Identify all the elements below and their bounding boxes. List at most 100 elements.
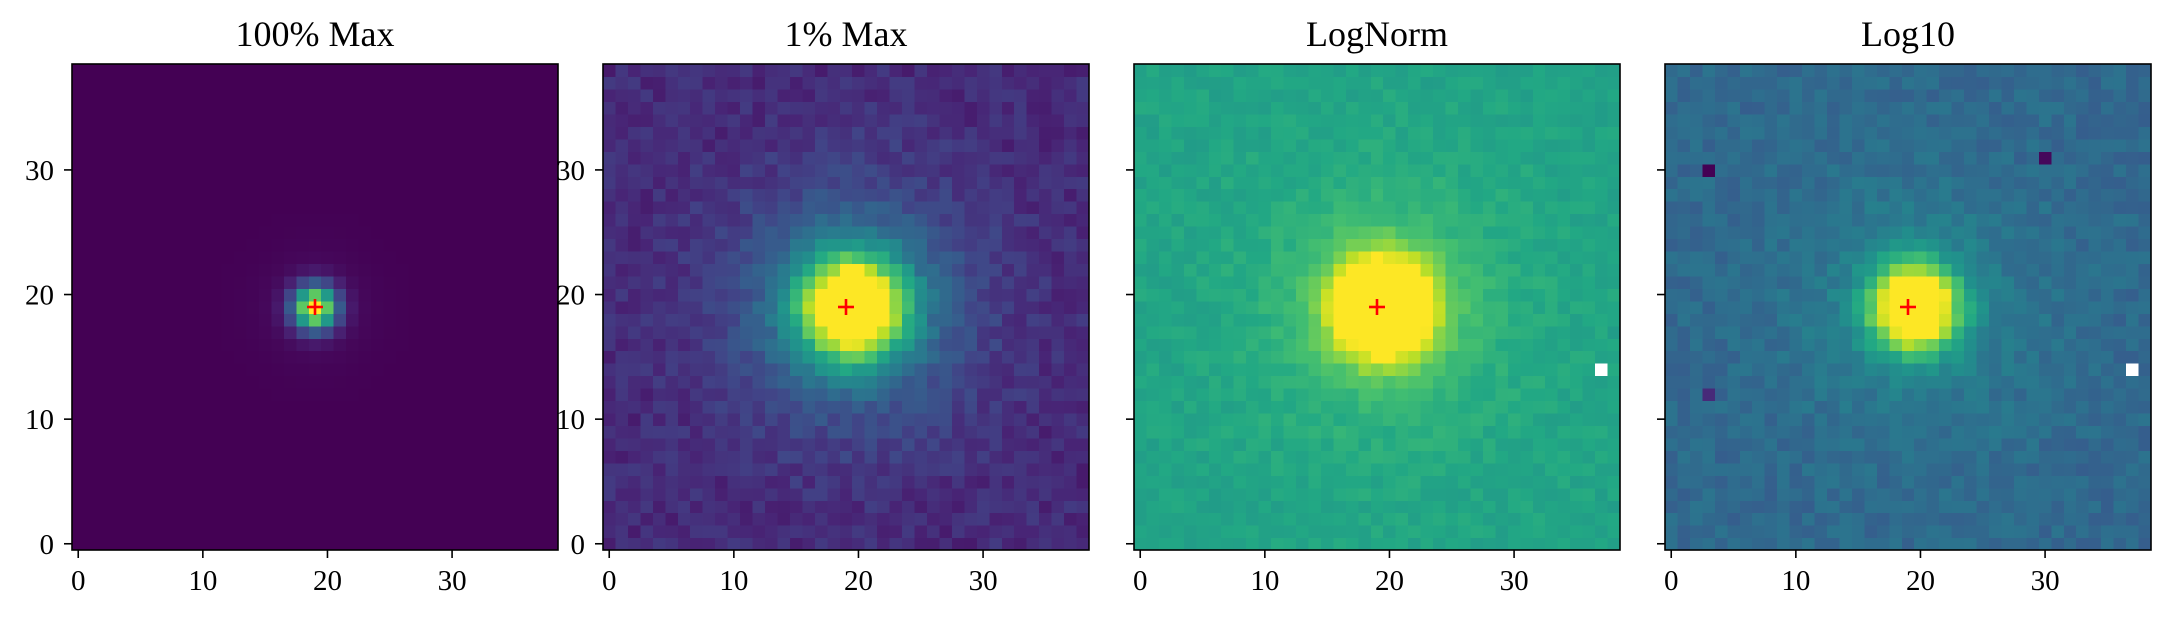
heatmap-pixel <box>1014 487 1028 501</box>
heatmap-pixel <box>2038 525 2052 539</box>
heatmap-pixel <box>976 500 990 514</box>
heatmap-pixel <box>989 450 1003 464</box>
heatmap-pixel <box>346 88 360 102</box>
heatmap-pixel <box>1395 375 1409 389</box>
heatmap-pixel <box>989 163 1003 177</box>
heatmap-pixel <box>196 275 210 289</box>
heatmap-pixel <box>1039 101 1053 115</box>
heatmap-pixel <box>864 437 878 451</box>
heatmap-pixel <box>839 400 853 414</box>
heatmap-pixel <box>109 537 123 551</box>
heatmap-pixel <box>1196 425 1210 439</box>
heatmap-pixel <box>1271 263 1285 277</box>
heatmap-pixel <box>1445 176 1459 190</box>
heatmap-pixel <box>1532 500 1546 514</box>
heatmap-pixel <box>308 412 322 426</box>
heatmap-pixel <box>1014 163 1028 177</box>
heatmap-pixel <box>1520 525 1534 539</box>
heatmap-pixel <box>296 201 310 215</box>
heatmap-pixel <box>777 288 791 302</box>
heatmap-pixel <box>765 275 779 289</box>
heatmap-pixel <box>1532 288 1546 302</box>
heatmap-pixel <box>1001 350 1015 364</box>
heatmap-pixel <box>1171 475 1185 489</box>
heatmap-pixel <box>333 238 347 252</box>
heatmap-pixel <box>1408 113 1422 127</box>
heatmap-pixel <box>171 64 185 78</box>
heatmap-pixel <box>1308 288 1322 302</box>
heatmap-pixel <box>483 113 497 127</box>
heatmap-pixel <box>1146 300 1160 314</box>
heatmap-pixel <box>864 263 878 277</box>
heatmap-pixel <box>1358 188 1372 202</box>
heatmap-pixel <box>1308 263 1322 277</box>
heatmap-pixel <box>333 88 347 102</box>
heatmap-pixel <box>1246 238 1260 252</box>
heatmap-pixel <box>1665 475 1679 489</box>
heatmap-pixel <box>470 64 484 78</box>
heatmap-pixel <box>1026 363 1040 377</box>
heatmap-pixel <box>520 151 534 165</box>
heatmap-pixel <box>1320 537 1334 551</box>
heatmap-pixel <box>1939 450 1953 464</box>
heatmap-pixel <box>1595 338 1609 352</box>
heatmap-pixel <box>765 138 779 152</box>
heatmap-pixel <box>171 525 185 539</box>
heatmap-pixel <box>458 275 472 289</box>
heatmap-pixel <box>976 101 990 115</box>
heatmap-pixel <box>976 188 990 202</box>
heatmap-pixel <box>1076 250 1090 264</box>
heatmap-pixel <box>1395 138 1409 152</box>
heatmap-pixel <box>383 151 397 165</box>
heatmap-pixel <box>371 363 385 377</box>
heatmap-pixel <box>1433 238 1447 252</box>
heatmap-pixel <box>1196 226 1210 240</box>
heatmap-pixel <box>121 176 135 190</box>
heatmap-pixel <box>1051 113 1065 127</box>
heatmap-pixel <box>627 400 641 414</box>
heatmap-pixel <box>1026 487 1040 501</box>
heatmap-pixel <box>508 76 522 90</box>
heatmap-pixel <box>1296 400 1310 414</box>
heatmap-pixel <box>271 226 285 240</box>
heatmap-pixel <box>533 412 547 426</box>
heatmap-pixel <box>1383 113 1397 127</box>
heatmap-pixel <box>333 363 347 377</box>
heatmap-pixel <box>877 213 891 227</box>
heatmap-pixel <box>2001 500 2015 514</box>
heatmap-pixel <box>1482 400 1496 414</box>
heatmap-pixel <box>1233 525 1247 539</box>
heatmap-pixel <box>1752 425 1766 439</box>
heatmap-pixel <box>1246 250 1260 264</box>
heatmap-pixel <box>1283 450 1297 464</box>
heatmap-pixel <box>1283 400 1297 414</box>
heatmap-pixel <box>308 113 322 127</box>
heatmap-pixel <box>665 126 679 140</box>
heatmap-pixel <box>545 437 559 451</box>
heatmap-pixel <box>1233 487 1247 501</box>
heatmap-pixel <box>640 512 654 526</box>
heatmap-pixel <box>1026 64 1040 78</box>
heatmap-pixel <box>109 138 123 152</box>
heatmap-pixel <box>1520 512 1534 526</box>
heatmap-pixel <box>1183 263 1197 277</box>
heatmap-pixel <box>702 176 716 190</box>
heatmap-pixel <box>271 412 285 426</box>
heatmap-pixel <box>1158 363 1172 377</box>
heatmap-pixel <box>1570 176 1584 190</box>
heatmap-pixel <box>1196 388 1210 402</box>
heatmap-pixels <box>1134 64 1621 551</box>
heatmap-pixel <box>1458 188 1472 202</box>
heatmap-pixel <box>96 500 110 514</box>
heatmap-pixel <box>765 213 779 227</box>
heatmap-pixel <box>914 350 928 364</box>
heatmap-pixel <box>1370 537 1384 551</box>
heatmap-pixel <box>1026 88 1040 102</box>
heatmap-pixel <box>1171 313 1185 327</box>
heatmap-pixel <box>1345 338 1359 352</box>
heatmap-pixel <box>1901 450 1915 464</box>
heatmap-pixel <box>1051 400 1065 414</box>
heatmap-pixel <box>1014 138 1028 152</box>
heatmap-pixel <box>864 201 878 215</box>
heatmap-pixel <box>358 412 372 426</box>
